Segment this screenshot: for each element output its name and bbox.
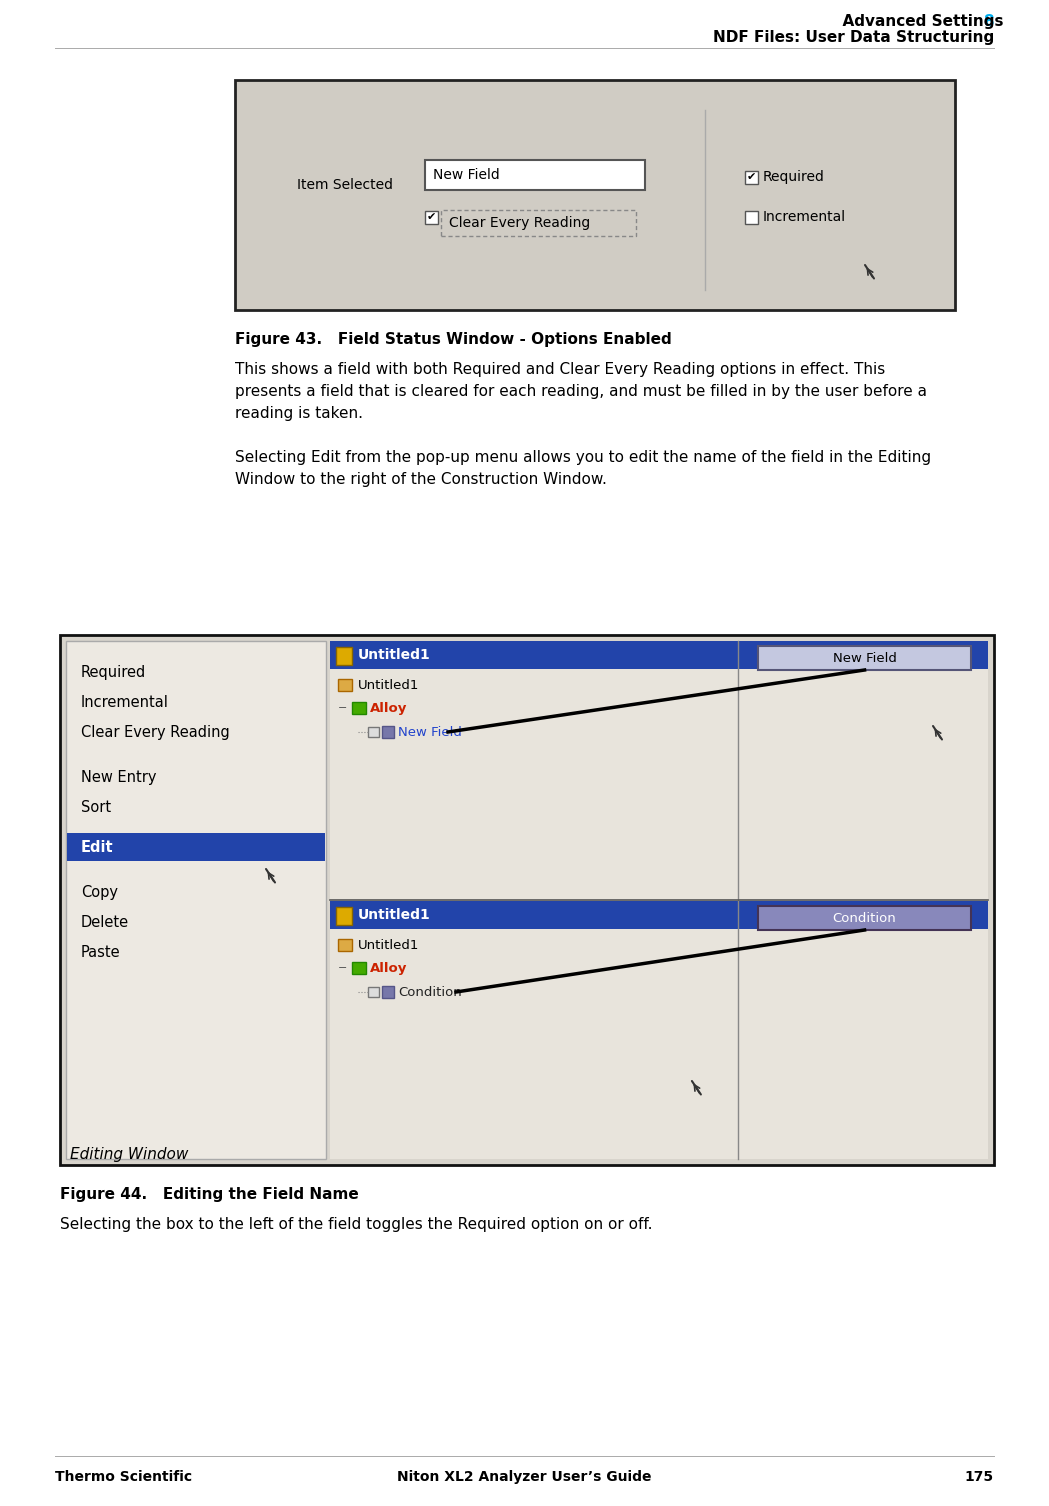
Text: Required: Required: [81, 664, 146, 679]
Text: Niton XL2 Analyzer User’s Guide: Niton XL2 Analyzer User’s Guide: [397, 1470, 651, 1483]
Text: Item Selected: Item Selected: [297, 178, 393, 191]
Bar: [330, 901, 988, 929]
Text: presents a field that is cleared for each reading, and must be filled in by the : presents a field that is cleared for eac…: [235, 384, 927, 399]
Text: Incremental: Incremental: [81, 694, 169, 709]
Text: −: −: [338, 962, 347, 973]
Text: Paste: Paste: [81, 944, 121, 959]
Bar: [336, 648, 352, 666]
Bar: [330, 642, 988, 669]
Text: ✔: ✔: [427, 212, 436, 221]
Text: Figure 43.   Field Status Window - Options Enabled: Figure 43. Field Status Window - Options…: [235, 331, 671, 346]
Bar: [368, 727, 379, 736]
Text: Untitled1: Untitled1: [358, 648, 431, 663]
Text: Selecting the box to the left of the field toggles the Required option on or off: Selecting the box to the left of the fie…: [60, 1217, 652, 1232]
Bar: [425, 211, 438, 224]
Text: Clear Every Reading: Clear Every Reading: [81, 724, 230, 739]
Text: Untitled1: Untitled1: [358, 679, 420, 691]
Bar: [745, 172, 758, 184]
Text: Untitled1: Untitled1: [358, 938, 420, 952]
Bar: [441, 209, 636, 236]
Text: New Field: New Field: [833, 652, 897, 664]
Text: Untitled1: Untitled1: [358, 908, 431, 922]
Bar: [382, 726, 394, 738]
Text: Alloy: Alloy: [370, 702, 407, 714]
Text: Alloy: Alloy: [370, 961, 407, 974]
Text: Required: Required: [763, 170, 825, 184]
Text: This shows a field with both Required and Clear Every Reading options in effect.: This shows a field with both Required an…: [235, 361, 885, 376]
Bar: [368, 986, 379, 997]
Bar: [382, 986, 394, 998]
Bar: [757, 646, 971, 670]
Text: New Entry: New Entry: [81, 770, 156, 785]
Text: ✔: ✔: [747, 172, 756, 182]
Text: Incremental: Incremental: [763, 209, 847, 224]
Text: Condition: Condition: [833, 911, 897, 925]
Text: New Field: New Field: [433, 169, 499, 182]
Bar: [330, 642, 988, 1160]
Text: Condition: Condition: [398, 985, 462, 998]
Bar: [352, 702, 366, 714]
Text: Sort: Sort: [81, 800, 111, 815]
Bar: [425, 160, 645, 190]
Text: Editing Window: Editing Window: [70, 1148, 189, 1163]
Text: Thermo Scientific: Thermo Scientific: [55, 1470, 192, 1483]
Text: Clear Every Reading: Clear Every Reading: [449, 215, 591, 230]
Text: Figure 44.   Editing the Field Name: Figure 44. Editing the Field Name: [60, 1187, 359, 1202]
Text: Advanced Settings: Advanced Settings: [832, 14, 1003, 29]
Bar: [338, 679, 352, 691]
Bar: [338, 940, 352, 950]
Text: Window to the right of the Construction Window.: Window to the right of the Construction …: [235, 471, 607, 486]
Text: −: −: [338, 703, 347, 712]
Text: Edit: Edit: [81, 839, 113, 854]
Text: reading is taken.: reading is taken.: [235, 407, 363, 422]
Bar: [235, 80, 955, 310]
Bar: [352, 962, 366, 974]
Text: NDF Files: User Data Structuring: NDF Files: User Data Structuring: [712, 30, 994, 45]
Text: Delete: Delete: [81, 914, 129, 929]
Text: 8: 8: [983, 14, 994, 29]
Bar: [60, 636, 994, 1166]
Bar: [745, 211, 758, 224]
Text: New Field: New Field: [398, 726, 462, 738]
Text: Selecting Edit from the pop-up menu allows you to edit the name of the field in : Selecting Edit from the pop-up menu allo…: [235, 450, 932, 465]
Bar: [66, 642, 326, 1160]
Bar: [336, 907, 352, 925]
Text: 175: 175: [965, 1470, 994, 1483]
Bar: [757, 907, 971, 931]
Bar: [67, 833, 325, 861]
Text: Copy: Copy: [81, 884, 117, 899]
